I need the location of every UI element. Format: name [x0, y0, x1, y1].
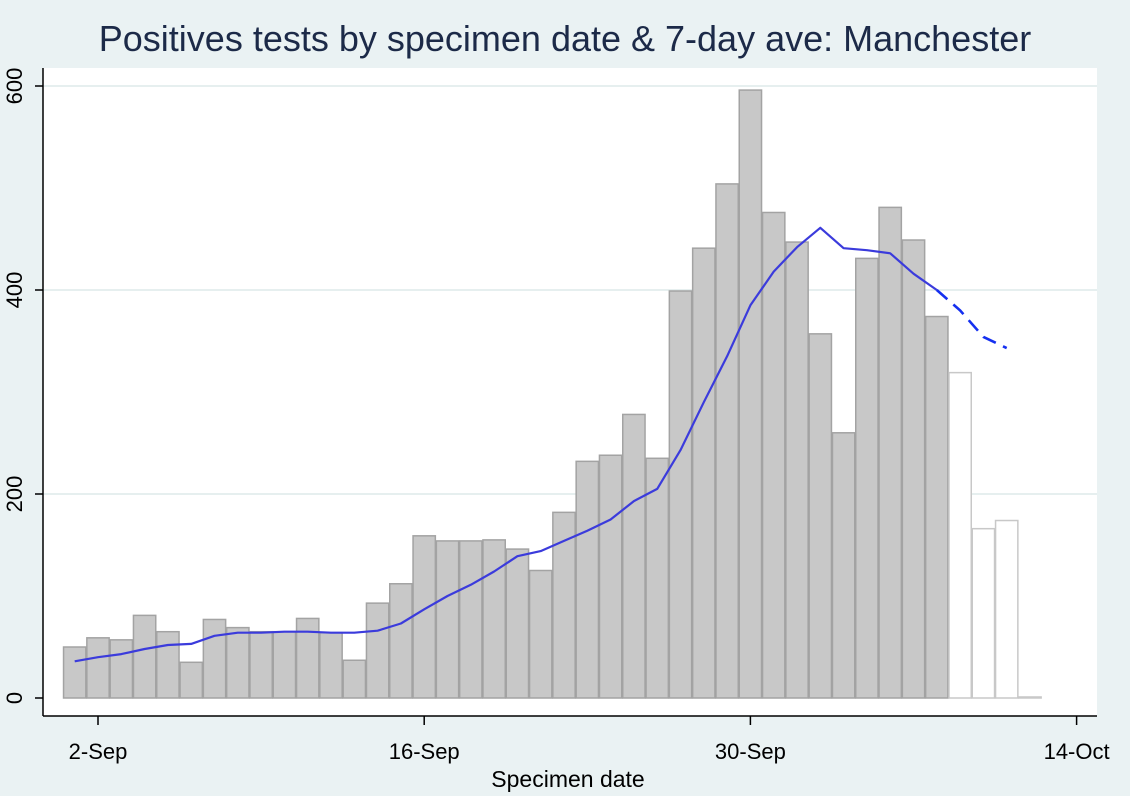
bar: [1018, 696, 1042, 699]
bar: [645, 457, 670, 699]
bar: [598, 454, 623, 699]
bar: [319, 631, 343, 699]
x-tick-label: 2-Sep: [69, 739, 128, 764]
bar: [458, 540, 483, 699]
bar: [202, 618, 227, 699]
y-tick-label: 0: [2, 692, 27, 704]
bar: [738, 89, 763, 699]
bar: [225, 626, 250, 699]
bar: [389, 583, 413, 699]
bar: [342, 659, 367, 699]
bar: [552, 511, 576, 699]
x-tick-label: 30-Sep: [715, 739, 786, 764]
bar: [62, 646, 87, 699]
bar: [691, 247, 716, 699]
bar: [412, 535, 437, 699]
seven-day-average-line: [74, 226, 938, 663]
bar: [994, 519, 1019, 699]
x-axis-label: Specimen date: [491, 766, 645, 792]
bar: [86, 637, 110, 699]
bar: [249, 630, 273, 699]
bar: [761, 211, 786, 699]
bar: [156, 630, 180, 699]
y-tick-label: 400: [2, 272, 27, 309]
y-tick-label: 200: [2, 476, 27, 513]
bar: [272, 630, 297, 699]
chart-title: Positives tests by specimen date & 7-day…: [98, 18, 1032, 59]
bar: [365, 602, 390, 699]
x-tick-label: 14-Oct: [1044, 739, 1110, 764]
bar: [132, 614, 157, 699]
bar: [715, 183, 740, 699]
bar: [435, 540, 460, 699]
y-tick-label: 600: [2, 68, 27, 105]
bar: [505, 548, 530, 699]
bar: [109, 639, 134, 699]
bar: [575, 460, 600, 699]
bar: [855, 257, 879, 699]
bar: [901, 239, 926, 699]
bar: [831, 432, 856, 699]
bar: [295, 617, 320, 699]
bar: [179, 661, 204, 699]
x-tick-label: 16-Sep: [389, 739, 460, 764]
bar: [971, 527, 996, 699]
bar: [528, 569, 553, 699]
bar: [878, 206, 903, 699]
seven-day-average-projection-line: [935, 289, 1008, 350]
bar: [924, 315, 949, 699]
bar: [622, 413, 646, 699]
bar: [948, 371, 973, 699]
bar: [482, 539, 507, 699]
bar: [808, 333, 833, 699]
bar: [668, 290, 693, 699]
bar: [785, 241, 809, 699]
